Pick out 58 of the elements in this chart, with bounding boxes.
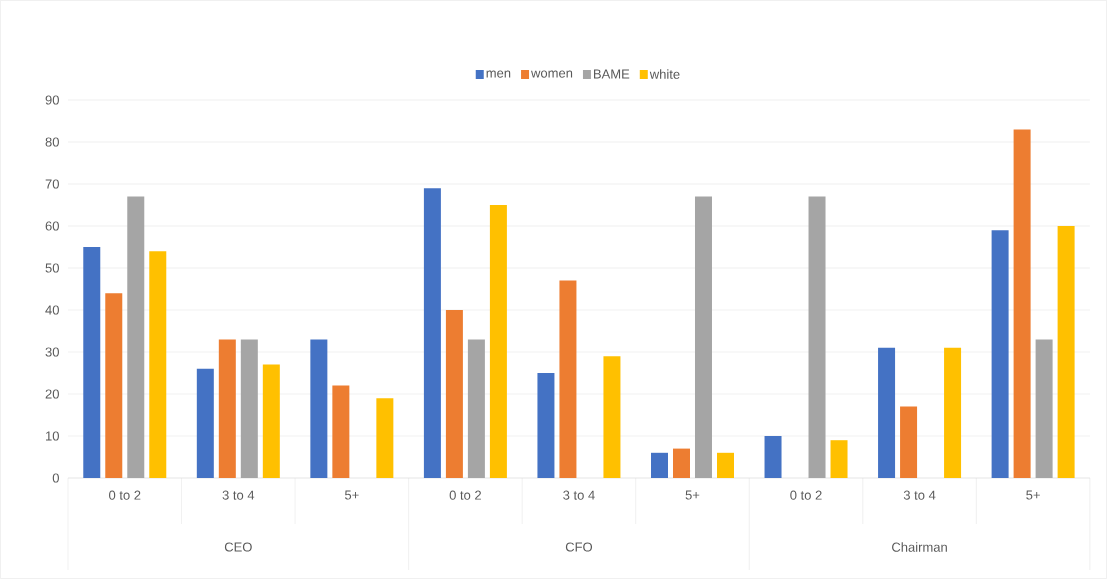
bar — [830, 440, 848, 478]
bar — [808, 196, 826, 478]
x-tick-label: 5+ — [344, 490, 359, 500]
x-tick-label: 3 to 4 — [903, 490, 936, 500]
bar — [603, 356, 621, 478]
bar — [764, 436, 782, 478]
legend-label: BAME — [594, 69, 630, 79]
y-tick-label: 30 — [45, 347, 59, 357]
legend-label: men — [486, 70, 511, 78]
bar — [105, 293, 123, 478]
text: Chairman — [892, 542, 947, 552]
bar — [262, 364, 280, 478]
bar — [694, 196, 712, 478]
text: CFO — [565, 542, 593, 552]
legend-label: women — [531, 70, 573, 78]
x-tick-label: 5+ — [685, 490, 700, 500]
bar — [672, 448, 690, 478]
bar — [489, 205, 507, 478]
bar — [467, 339, 485, 478]
bar — [332, 385, 350, 478]
y-tick-label: 80 — [45, 137, 59, 147]
y-tick-label: 10 — [46, 431, 59, 441]
legend-label: white — [649, 69, 680, 79]
bar — [1013, 129, 1031, 478]
x-tick-label: 0 to 2 — [790, 490, 822, 500]
bar — [1035, 339, 1053, 478]
y-tick-label: 90 — [45, 95, 59, 105]
bar — [716, 452, 734, 478]
bar — [196, 368, 214, 478]
y-tick-label: 70 — [45, 179, 59, 189]
bar — [537, 373, 555, 478]
bar — [650, 452, 668, 478]
bar — [1057, 226, 1075, 478]
y-tick-label: 40 — [45, 305, 59, 315]
bar — [944, 347, 962, 478]
y-tick-label: 60 — [45, 221, 59, 231]
bar — [900, 406, 918, 478]
bar — [376, 398, 394, 478]
text: CEO — [224, 542, 252, 552]
bar — [83, 247, 101, 478]
bar — [310, 339, 328, 478]
bar — [445, 310, 463, 478]
bar — [240, 339, 258, 478]
x-tick-label: 0 to 2 — [109, 490, 141, 500]
bar — [218, 339, 236, 478]
bar — [149, 251, 167, 478]
bar — [559, 280, 577, 478]
bar — [127, 196, 145, 478]
y-tick-label: 0 — [52, 473, 59, 483]
bar — [878, 347, 896, 478]
x-tick-label: 3 to 4 — [563, 490, 595, 500]
bar — [423, 188, 441, 478]
x-tick-label: 3 to 4 — [222, 490, 255, 500]
x-tick-label: 0 to 2 — [449, 490, 481, 500]
x-tick-label: 5+ — [1026, 490, 1040, 500]
y-tick-label: 20 — [45, 389, 59, 399]
bar — [991, 230, 1009, 478]
y-tick-label: 50 — [45, 263, 59, 273]
